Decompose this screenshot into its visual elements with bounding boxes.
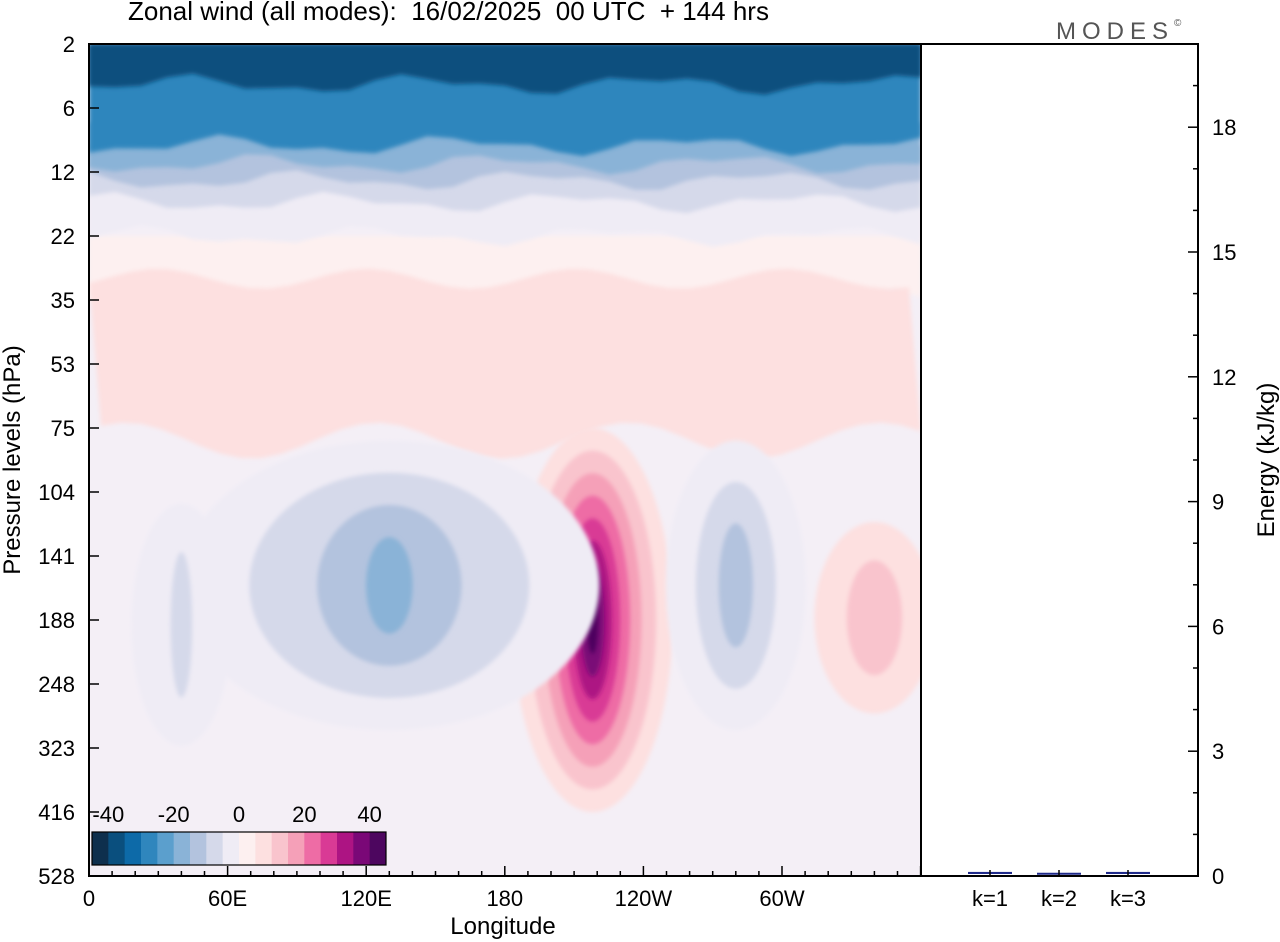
energy-category-label: k=1 [972,886,1008,911]
zonal-wind-heatmap [89,44,921,876]
energy-axis-title: Energy (kJ/kg) [1253,383,1280,538]
energy-tick-label: 3 [1212,739,1224,764]
energy-tick-label: 0 [1212,864,1224,889]
colorbar-tick-label: 0 [233,802,245,827]
y-tick-label: 416 [38,800,75,825]
y-tick-label: 104 [38,480,75,505]
colorbar-swatch [304,832,322,865]
colorbar-swatch [271,832,289,865]
colorbar-swatch [124,832,142,865]
colorbar-swatch [337,832,354,865]
y-tick-label: 75 [51,416,75,441]
pressure-axis: 2 6 12 22 35 53 75 104 141 188 248 323 416 528 Pressur… [0,32,99,889]
y-tick-label: 528 [38,864,75,889]
colorbar-swatch [157,832,175,865]
chart-title: Zonal wind (all modes): 16/02/2025 00 UT… [128,0,769,26]
colorbar-tick-label: 40 [357,802,381,827]
colorbar-swatch [239,832,256,865]
colorbar-legend: -40 -20 0 20 40 [91,802,387,866]
energy-category-label: k=3 [1110,886,1146,911]
colorbar-frame [91,831,387,866]
colorbar-swatch [353,832,371,865]
y-tick-label: 35 [51,288,75,313]
colorbar-tick-label: -40 [92,802,124,827]
modes-logo: MODES© [1056,18,1181,46]
heatmap-frame [88,43,922,877]
x-tick-label: 180 [486,886,523,911]
colorbar-tick-label: 20 [292,802,316,827]
colorbar-swatch [288,832,305,865]
westerly-patch [846,560,903,676]
colorbar-swatch [108,832,126,865]
westerly-layer [89,268,921,459]
longitude-axis: 0 60E 120E 180 120W 60W Longitude [83,866,922,940]
easterly-patch [170,552,193,698]
x-tick-label: 60W [759,886,804,911]
y-tick-label: 22 [51,224,75,249]
stratosphere-band [89,44,921,95]
copyright-mark: © [1174,18,1182,29]
energy-frame [920,43,1199,877]
colorbar-swatch [141,832,158,865]
colorbar-swatch [190,832,207,865]
colorbar-swatch [222,832,240,865]
brand-text: MODES [1056,18,1175,45]
energy-tick-label: 12 [1212,365,1236,390]
colorbar-swatch [255,832,273,865]
colorbar-swatch [173,832,191,865]
colorbar-tick-label: -20 [158,802,190,827]
y-tick-label: 6 [63,96,75,121]
x-axis-title: Longitude [450,913,555,940]
x-tick-label: 60E [208,886,247,911]
energy-tick-label: 9 [1212,490,1224,515]
energy-category-label: k=2 [1041,886,1077,911]
y-tick-label: 323 [38,736,75,761]
y-tick-label: 248 [38,672,75,697]
y-axis-title: Pressure levels (hPa) [0,345,26,574]
energy-tick-label: 18 [1212,115,1236,140]
x-tick-label: 0 [83,886,95,911]
y-tick-label: 53 [51,352,75,377]
stratosphere-band [89,163,921,214]
colorbar-swatch [206,832,224,865]
colorbar-swatch [320,832,338,865]
energy-tick-label: 6 [1212,614,1224,639]
x-tick-label: 120E [341,886,392,911]
y-tick-label: 141 [38,544,75,569]
y-tick-label: 2 [63,32,75,57]
easterly-band-west [718,523,753,648]
y-tick-label: 12 [51,160,75,185]
x-tick-label: 120W [615,886,673,911]
energy-tick-label: 15 [1212,240,1236,265]
y-tick-label: 188 [38,608,75,633]
colorbar-swatch [369,832,387,865]
easterly-band-east [366,537,413,634]
colorbar-swatch [92,832,109,865]
energy-bar-chart: 0 3 6 9 12 15 18 Energy (kJ/kg) k=1 k=2 k=3 [920,43,1280,911]
